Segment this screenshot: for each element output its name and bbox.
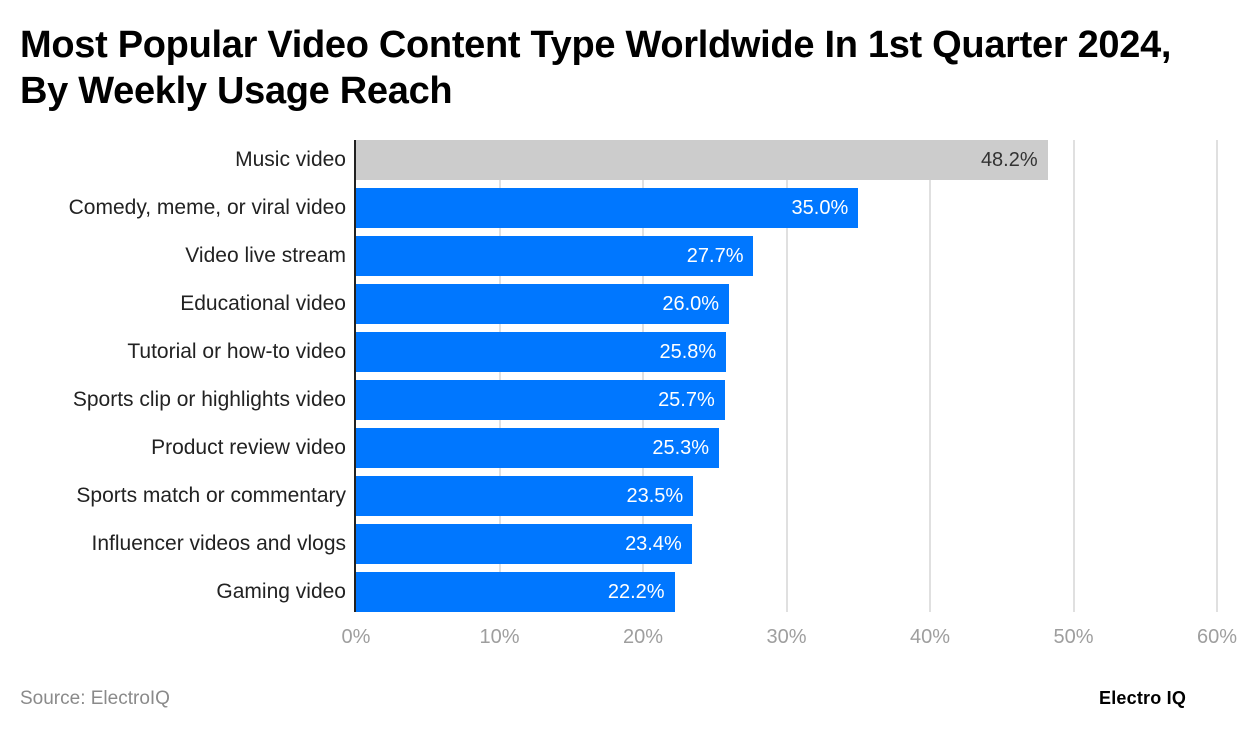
x-tick-label: 30% (766, 626, 807, 648)
x-tick-label: 20% (622, 626, 664, 648)
bar-value-label: 26.0% (662, 293, 720, 315)
bar[interactable]: 26.0% (356, 284, 730, 324)
category-label: Product review video (151, 436, 346, 459)
category-label: Music video (235, 148, 346, 171)
x-tick-label: 0% (341, 626, 371, 648)
x-tick-label: 50% (1053, 626, 1094, 648)
bar-value-label: 25.3% (652, 437, 710, 459)
x-tick-label: 60% (1196, 626, 1238, 648)
x-tick-label: 40% (909, 626, 951, 648)
category-label: Video live stream (185, 244, 346, 267)
x-tick-label: 10% (479, 626, 520, 648)
bar[interactable]: 23.4% (356, 524, 692, 564)
bar-value-label: 25.8% (659, 341, 717, 363)
bar-row: Product review video 25.3% (0, 428, 1240, 468)
bar-row: Sports clip or highlights video 25.7% (0, 380, 1240, 420)
category-label: Educational video (180, 292, 346, 315)
gridline (929, 140, 931, 612)
bar-row: Educational video 26.0% (0, 284, 1240, 324)
bar-row: Tutorial or how-to video 25.8% (0, 332, 1240, 372)
category-label: Sports clip or highlights video (72, 388, 346, 411)
bar[interactable]: 25.3% (356, 428, 720, 468)
source-note: Source: ElectroIQ (20, 688, 170, 709)
chart-title: Most Popular Video Content Type Worldwid… (20, 24, 1172, 112)
category-label: Comedy, meme, or viral video (68, 196, 346, 219)
bar[interactable]: 48.2% (356, 140, 1048, 180)
gridline (1216, 140, 1218, 612)
bar-row: Video live stream 27.7% (0, 236, 1240, 276)
gridline (642, 140, 644, 612)
category-label: Gaming video (216, 580, 346, 603)
gridline (785, 140, 788, 612)
bar[interactable]: 22.2% (356, 572, 675, 612)
bar-value-label: 27.7% (686, 245, 744, 267)
bar-row: Sports match or commentary 23.5% (0, 476, 1240, 516)
y-axis-line (354, 140, 356, 612)
bar[interactable]: 25.7% (356, 380, 725, 420)
gridline (498, 140, 501, 612)
bar-row: Gaming video 22.2% (0, 572, 1240, 612)
bar-value-label: 23.5% (626, 485, 684, 507)
gridline (1072, 140, 1075, 612)
category-label: Tutorial or how-to video (127, 340, 346, 363)
bar-row: Comedy, meme, or viral video 35.0% (0, 188, 1240, 228)
bar[interactable]: 23.5% (356, 476, 694, 516)
bar[interactable]: 35.0% (356, 188, 859, 228)
bar[interactable]: 25.8% (356, 332, 727, 372)
bar-value-label: 25.7% (658, 389, 715, 411)
brand-logo: Electro IQ (1099, 688, 1187, 708)
bar-value-label: 23.4% (625, 533, 682, 555)
bar[interactable]: 27.7% (356, 236, 754, 276)
category-label: Influencer videos and vlogs (91, 532, 347, 555)
bar-row: Music video 48.2% (0, 140, 1240, 180)
bar-value-label: 22.2% (607, 581, 665, 603)
category-label: Sports match or commentary (76, 484, 346, 507)
bar-value-label: 48.2% (980, 149, 1038, 171)
bar-value-label: 35.0% (791, 197, 849, 219)
bar-row: Influencer videos and vlogs 23.4% (0, 524, 1240, 564)
